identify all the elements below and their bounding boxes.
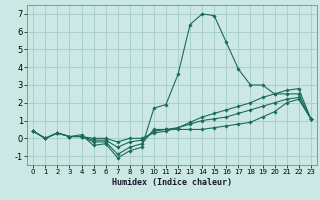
- X-axis label: Humidex (Indice chaleur): Humidex (Indice chaleur): [112, 178, 232, 187]
